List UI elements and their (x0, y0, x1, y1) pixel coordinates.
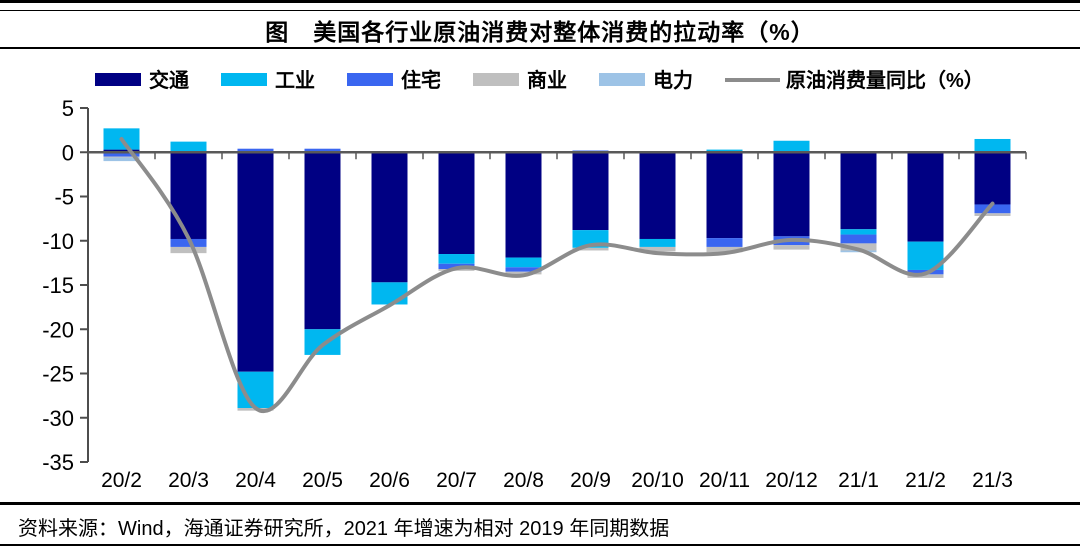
bar-segment-20-5-s1 (304, 329, 341, 355)
x-tick-label: 20/8 (503, 469, 544, 492)
x-tick-label: 20/10 (631, 469, 684, 492)
y-tick-label: -25 (42, 362, 74, 387)
bar-segment-21-3-s1 (974, 138, 1011, 153)
legend-swatch-1 (221, 73, 267, 86)
bar-segment-20-11-s1 (706, 149, 743, 153)
top-inner-rule (0, 10, 1080, 11)
bar-segment-20-3-s0 (170, 152, 207, 239)
bar-segment-20-5-s2 (304, 148, 341, 153)
bar-segment-20-8-s2 (505, 267, 542, 272)
bar-segment-20-4-s2 (237, 148, 274, 153)
bar-segment-20-3-s1 (170, 141, 207, 153)
bar-segment-20-8-s1 (505, 257, 542, 268)
x-tick-label: 20/6 (369, 469, 410, 492)
legend-label-2: 住宅 (401, 68, 441, 92)
bar-segment-20-6-s0 (371, 152, 408, 283)
bar-segment-20-12-s1 (773, 140, 810, 153)
bar-segment-20-7-s1 (438, 254, 475, 264)
x-tick-label: 20/3 (168, 469, 209, 492)
legend-swatch-4 (599, 73, 645, 86)
bar-segment-21-3-s2 (974, 204, 1011, 214)
bottom-rule (0, 544, 1080, 546)
bar-segment-20-12-s3 (773, 245, 810, 250)
bar-segment-20-3-s2 (170, 238, 207, 247)
x-tick-label: 21/3 (972, 469, 1013, 492)
bar-segment-20-11-s0 (706, 152, 743, 239)
legend-swatch-2 (347, 73, 393, 86)
bar-segment-20-10-s1 (639, 238, 676, 247)
bar-segment-20-11-s2 (706, 238, 743, 247)
legend-swatch-0 (95, 73, 141, 86)
legend-label-0: 交通 (149, 68, 189, 92)
x-tick-label: 20/7 (436, 469, 477, 492)
yoy-line (119, 136, 995, 413)
y-tick-label: -30 (42, 406, 74, 431)
source-note: 资料来源：Wind，海通证券研究所，2021 年增速为相对 2019 年同期数据 (18, 518, 670, 540)
bar-segment-20-10-s3 (639, 246, 676, 252)
bar-segment-20-10-s0 (639, 152, 676, 239)
y-tick-label: -15 (42, 273, 74, 298)
bar-segment-20-2-s3 (103, 156, 140, 158)
x-tick-label: 20/2 (101, 469, 142, 492)
y-tick-label: -10 (42, 229, 74, 254)
y-tick-label: -5 (54, 185, 74, 210)
bar-segment-21-3-s3 (974, 213, 1011, 216)
title-separator-rule (0, 47, 1080, 49)
legend-label-5: 原油消费量同比（%） (786, 68, 984, 92)
x-tick-label: 20/5 (302, 469, 343, 492)
bar-segment-20-2-s4 (103, 157, 140, 162)
bar-segment-20-3-s3 (170, 246, 207, 254)
bar-segment-21-2-s0 (907, 152, 944, 242)
bar-segment-20-11-s3 (706, 246, 743, 253)
bar-segment-20-5-s0 (304, 152, 341, 330)
bar-segment-20-7-s0 (438, 152, 475, 255)
legend-label-1: 工业 (275, 69, 315, 92)
x-tick-label: 20/4 (235, 469, 276, 492)
bar-segment-20-8-s0 (505, 152, 542, 258)
legend-label-4: 电力 (653, 69, 693, 92)
legend-swatch-3 (473, 73, 519, 86)
bar-segment-21-1-s1 (840, 229, 877, 235)
x-tick-label: 20/12 (765, 469, 818, 492)
bar-segment-20-12-s0 (773, 152, 810, 237)
x-tick-label: 20/11 (699, 469, 750, 492)
x-tick-label: 21/2 (905, 469, 946, 492)
footer-separator-rule (0, 502, 1080, 505)
legend-label-3: 商业 (527, 68, 567, 92)
figure-title: 图 美国各行业原油消费对整体消费的拉动率（%） (265, 19, 815, 45)
bar-segment-21-2-s3 (907, 274, 944, 278)
bar-segment-21-1-s2 (840, 234, 877, 244)
bar-segment-21-1-s3 (840, 243, 877, 251)
bar-segment-20-9-s3 (572, 247, 609, 251)
bar-segment-20-2-s0 (103, 149, 140, 153)
bar-segment-20-4-s0 (237, 152, 274, 372)
y-tick-label: 0 (62, 140, 74, 165)
x-tick-label: 21/1 (838, 469, 879, 492)
bar-segment-20-2-s2 (103, 152, 140, 157)
bar-segment-21-1-s0 (840, 152, 877, 230)
bar-segment-20-6-s1 (371, 282, 408, 305)
top-rule (0, 0, 1080, 3)
bar-segment-21-3-s0 (974, 152, 1011, 205)
y-tick-label: -20 (42, 317, 74, 342)
bar-segment-20-8-s3 (505, 271, 542, 275)
y-tick-label: 5 (62, 96, 74, 121)
x-tick-label: 20/9 (570, 469, 611, 492)
bar-segment-20-9-s0 (572, 152, 609, 231)
y-tick-label: -35 (42, 450, 74, 475)
